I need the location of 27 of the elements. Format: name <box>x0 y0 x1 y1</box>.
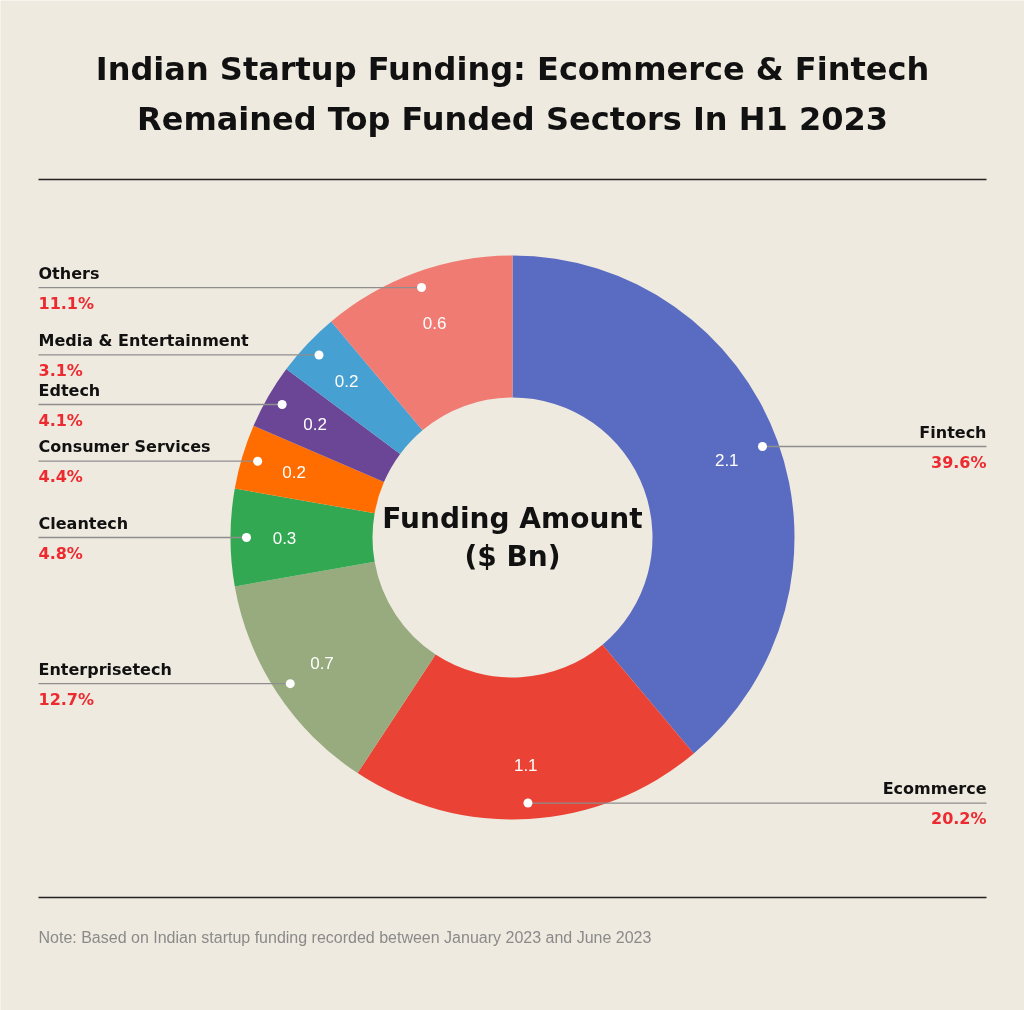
slice-label: Edtech <box>38 380 101 400</box>
text: 11.1% <box>38 293 95 313</box>
slice-label: Cleantech <box>38 513 129 533</box>
data-label: 1.1 <box>513 756 538 776</box>
data-label: 0.7 <box>310 653 334 673</box>
slice-label: Consumer Services <box>38 437 211 457</box>
text: 20.2% <box>930 809 987 829</box>
slice-label: Enterprisetech <box>38 659 172 679</box>
text: Funding Amount ($ Bn) <box>382 502 643 573</box>
text: 4.1% <box>38 410 83 430</box>
data-label: 0.2 <box>282 463 306 483</box>
slice-label: Fintech <box>919 422 987 442</box>
chart-title: Indian Startup Funding: Ecommerce & Fintech Remained Top Funded Sectors In H1 2023 <box>95 49 930 138</box>
slice-label: Others <box>38 263 100 283</box>
text: 4.8% <box>38 543 83 563</box>
data-label: 0.3 <box>272 528 297 548</box>
text: 4.4% <box>38 467 83 487</box>
data-label: 2.1 <box>714 450 739 470</box>
data-label: 0.2 <box>303 414 327 434</box>
slice-label: Media & Entertainment <box>38 330 250 350</box>
data-label: 0.2 <box>334 372 359 392</box>
text: 3.1% <box>38 360 83 380</box>
text: 39.6% <box>930 452 987 472</box>
slice-label: Ecommerce <box>882 779 987 799</box>
data-label: 0.6 <box>422 314 447 334</box>
text: Note: Based on Indian startup funding recorded between January 2023 and June 2023 <box>38 929 652 946</box>
text: 12.7% <box>38 689 95 709</box>
